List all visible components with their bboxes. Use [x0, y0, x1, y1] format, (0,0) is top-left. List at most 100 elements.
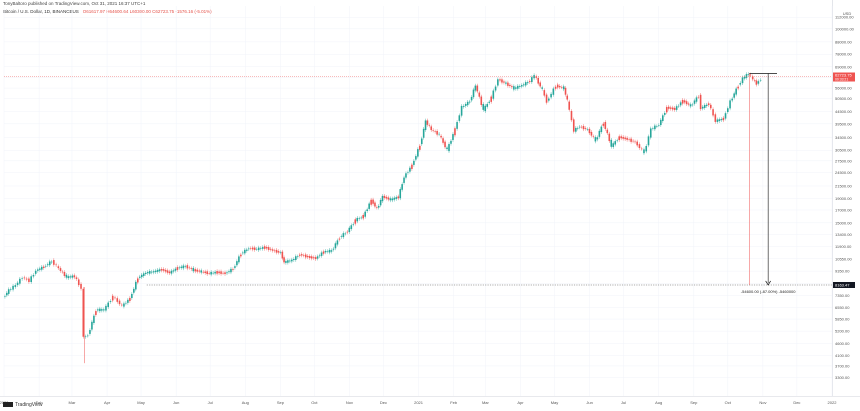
candle-body [7, 289, 10, 294]
candle-body [342, 233, 345, 238]
candle-body [545, 94, 548, 103]
candle-body [548, 98, 550, 101]
candle-body [652, 128, 654, 130]
x-tick-label: Feb [450, 400, 458, 405]
support-tag [833, 281, 855, 288]
y-tick-label: 15000.00 [835, 220, 852, 225]
candle-body [111, 295, 114, 301]
x-tick-label: Mar [482, 400, 490, 405]
y-tick-label: 13400.00 [835, 232, 852, 237]
candle-body [703, 105, 706, 108]
candle-body [636, 141, 638, 146]
x-tick-label: Dec [793, 400, 800, 405]
candle-body [370, 199, 372, 205]
candle-body [53, 260, 55, 265]
candle-body [204, 271, 206, 274]
candle-body [737, 86, 739, 89]
candle-body [450, 140, 452, 144]
candle-body [492, 90, 495, 99]
candle-body [749, 74, 752, 76]
candle-body [726, 108, 729, 113]
candle-body [594, 137, 597, 142]
candle-body [156, 269, 159, 272]
candle-body [403, 177, 405, 183]
candle-body [556, 84, 559, 88]
candle-body [660, 119, 662, 126]
candle-body [186, 265, 189, 269]
candle-body [135, 281, 137, 290]
candle-body [697, 96, 700, 98]
candle-body [415, 156, 417, 160]
y-tick-label: 9350.00 [835, 269, 850, 274]
candle-body [558, 86, 561, 88]
candle-body [494, 86, 497, 91]
candle-body [308, 256, 311, 259]
candle-body [184, 266, 187, 267]
tradingview-logo: TradingView [3, 402, 43, 408]
candle-body [560, 87, 563, 88]
x-tick-label: 2021 [414, 400, 424, 405]
x-tick-label: Apr [104, 400, 111, 405]
candle-body [376, 207, 378, 208]
candle-body [23, 277, 26, 279]
x-tick-label: Nov [346, 400, 353, 405]
candle-body [387, 197, 390, 200]
candle-body [733, 93, 735, 98]
y-tick-label: 44500.00 [835, 109, 852, 114]
candle-body [109, 301, 112, 302]
candle-body [590, 131, 593, 136]
candle-body [257, 247, 260, 251]
candle-body [422, 128, 425, 138]
candle-body [116, 298, 119, 302]
candle-body [50, 261, 53, 263]
symbol-title: Bitcoin / U.S. Dollar, 1D, BINANCEUS [3, 9, 79, 14]
candle-body [37, 269, 39, 271]
candle-body [300, 254, 303, 256]
candle-body [679, 102, 682, 106]
candle-body [745, 74, 748, 78]
candle-body [735, 88, 737, 95]
candle-body [424, 120, 427, 131]
candle-body [568, 101, 571, 110]
candle-body [759, 79, 762, 81]
candle-body [452, 134, 454, 140]
candle-body [306, 255, 309, 258]
candle-body [675, 106, 678, 110]
candle-body [249, 248, 252, 249]
candle-body [310, 256, 313, 259]
x-tick-label: Oct [311, 400, 318, 405]
symbol-line: Bitcoin / U.S. Dollar, 1D, BINANCEUS O616… [3, 9, 212, 14]
candle-body [202, 271, 205, 273]
candle-body [283, 257, 285, 263]
candle-body [330, 250, 333, 252]
candle-body [42, 266, 45, 268]
candle-body [432, 130, 434, 131]
last-price-tag [833, 72, 855, 82]
candle-body [729, 100, 731, 109]
last-price-countdown: 00:33:21 [835, 78, 848, 82]
candle-body [397, 196, 400, 199]
candle-body [673, 107, 676, 110]
candle-body [253, 247, 256, 250]
candle-body [352, 224, 355, 225]
candle-body [279, 252, 282, 253]
candle-body [630, 138, 632, 142]
candle-body [67, 276, 70, 279]
candle-body [649, 128, 652, 138]
candle-body [103, 309, 105, 311]
candle-body [658, 125, 660, 126]
candle-body [59, 268, 62, 271]
candle-body [554, 86, 557, 89]
candle-body [482, 104, 485, 110]
candle-body [55, 264, 57, 266]
brand-label: TradingView [15, 402, 43, 408]
y-tick-label: 17000.00 [835, 207, 852, 212]
candle-body [295, 256, 297, 260]
candle-body [689, 104, 692, 107]
candle-body [505, 82, 507, 84]
candle-body [368, 203, 370, 209]
candle-body [543, 90, 546, 96]
candle-body [251, 247, 254, 250]
candle-body [755, 80, 758, 85]
